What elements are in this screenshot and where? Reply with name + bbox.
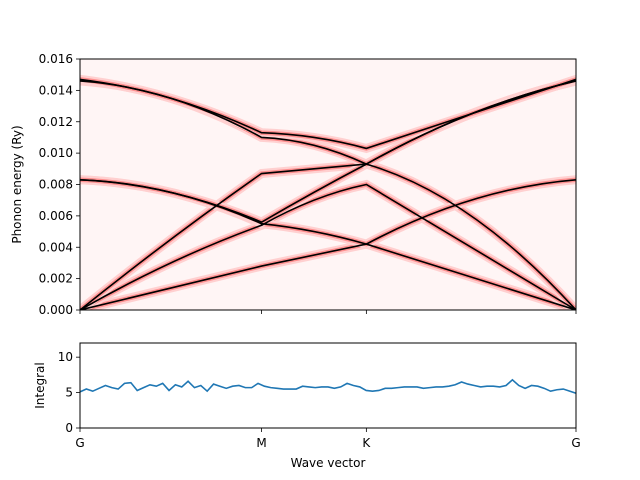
band-line-lower-3 [80, 163, 576, 310]
ytick-label: 0.002 [39, 272, 73, 286]
y-axis-label: Phonon energy (Ry) [10, 125, 24, 243]
ytick-label: 0 [65, 421, 73, 435]
ytick-label: 0.016 [39, 52, 73, 66]
ytick-label: 10 [58, 350, 73, 364]
integral-axes: 0 5 10 G M K G Wave vector Integral [33, 342, 581, 470]
ytick-label: 0.012 [39, 115, 73, 129]
xtick-label: G [571, 436, 580, 450]
ytick-label: 0.008 [39, 178, 73, 192]
ytick-label: 0.004 [39, 240, 73, 254]
band-line-lower-2 [80, 183, 576, 310]
ytick-label: 0.006 [39, 209, 73, 223]
bottom-axes-frame [79, 342, 577, 429]
band-structure-axes: 0.000 0.002 0.004 0.006 0.008 0.010 0.012 0.014… [10, 52, 577, 317]
band-line-lower-1 [80, 243, 576, 310]
ytick-label: 0.014 [39, 83, 73, 97]
x-axis-label: Wave vector [291, 456, 366, 470]
ytick-label: 0.000 [39, 303, 73, 317]
spectral-intensity [80, 74, 576, 310]
xtick-label: G [75, 436, 84, 450]
xtick-label: M [256, 436, 266, 450]
y-axis-label: Integral [33, 362, 47, 408]
integral-series-line [79, 378, 577, 395]
ytick-label: 0.010 [39, 146, 73, 160]
xtick-label: K [362, 436, 371, 450]
ytick-label: 5 [65, 386, 73, 400]
band-line-optical-4 [80, 78, 576, 150]
